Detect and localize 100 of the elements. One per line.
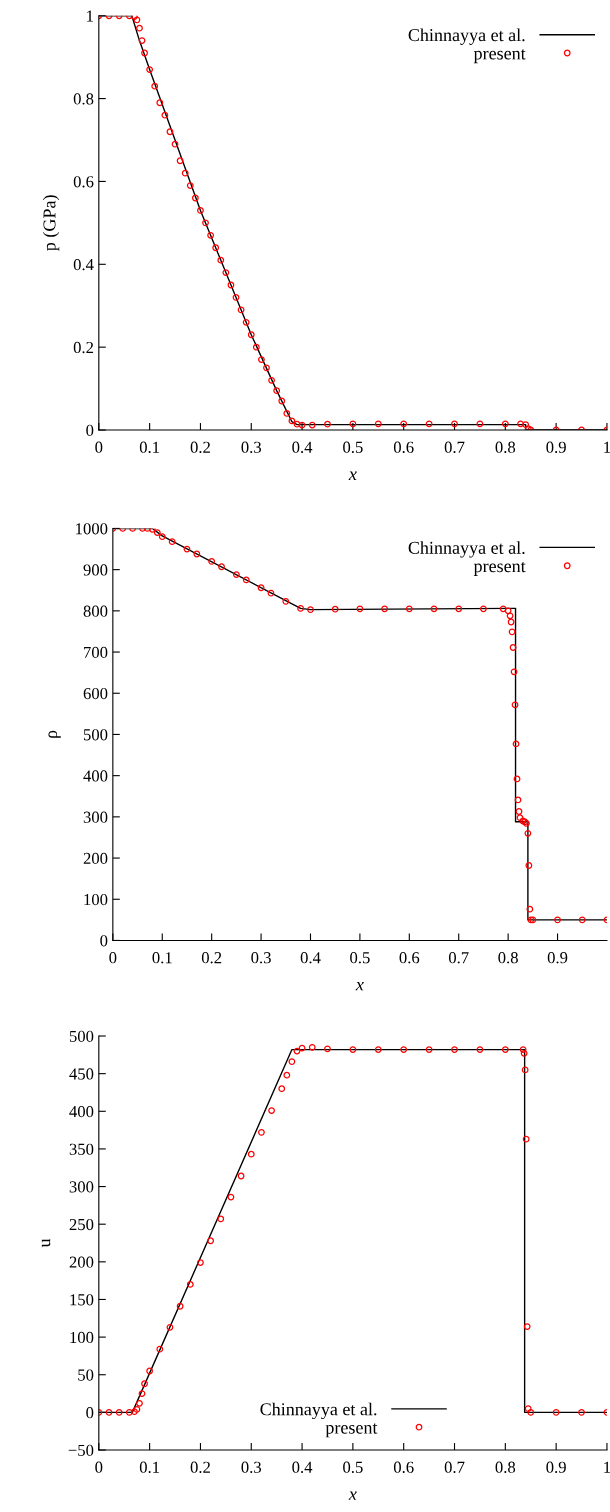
point [283,410,291,417]
point [308,421,316,429]
x-tick-label: 0.2 [190,441,210,453]
y-tick-label: 500 [69,1030,94,1042]
point [307,606,314,614]
point [356,605,364,613]
point [425,1046,433,1053]
point [554,916,561,924]
point [146,1367,154,1375]
point [578,916,586,924]
y-tick-label: 400 [69,1105,94,1118]
y-tick-label: 1 [87,10,93,22]
point [222,269,230,276]
point [480,605,487,613]
x-tick-label: 0.7 [444,441,465,453]
legend-label: Chinnayya et al. [408,28,525,45]
point [207,1237,215,1245]
point [268,1107,275,1114]
point [212,244,220,252]
point [515,808,523,815]
point [166,1323,174,1331]
point [381,605,389,613]
point [136,1399,143,1407]
y-tick-label: 0 [86,424,94,436]
x-tick-label: 0.6 [393,1461,414,1473]
point [136,24,143,32]
point [476,420,484,428]
y-tick-label: 0.4 [73,259,94,271]
point [425,420,433,428]
x-tick-label: 0.8 [495,441,516,453]
point [153,529,161,536]
point [247,331,255,339]
point [523,1323,531,1330]
point [527,1408,535,1416]
point [158,533,166,541]
y-tick-label: 100 [70,1331,94,1344]
legend-label: present [325,1423,378,1438]
y-axis-title: p (GPa) [42,195,60,251]
x-tick-label: 0.7 [448,952,469,964]
y-tick-label: 800 [83,605,108,617]
point [232,571,240,578]
x-tick-label: 0.1 [139,1461,160,1473]
legend-label: Chinnayya et al. [260,1402,377,1420]
point [151,82,159,90]
y-tick-label: 400 [83,770,108,782]
x-tick-label: 0.2 [201,952,222,964]
point [105,1408,113,1416]
point [186,182,194,189]
x-tick-label: 0 [109,952,117,964]
x-tick-label: 0.3 [241,1461,262,1473]
point [207,231,215,239]
point [168,538,176,546]
x-tick-label: 0.6 [399,952,420,964]
x-tick-label: 0.3 [251,952,271,964]
point [324,420,331,428]
point [324,1045,331,1053]
y-tick-label: 450 [69,1068,94,1080]
point [115,1408,123,1416]
point [156,1345,164,1353]
point [451,1046,458,1053]
point [252,343,260,351]
point [331,605,339,613]
x-tick-label: 0.4 [300,952,321,964]
x-tick-label: 0.3 [241,441,262,453]
point [208,558,216,565]
point [125,1408,133,1416]
legend-label: present [473,561,526,576]
x-axis-title: x [348,1491,357,1500]
y-tick-label: 0 [100,935,108,947]
point [578,1408,585,1416]
point [552,1408,560,1416]
x-tick-label: 0.9 [547,952,568,964]
x-tick-label: 0.4 [292,441,313,453]
point [511,701,519,709]
x-tick-label: 0.5 [343,1461,363,1473]
y-tick-label: 1000 [76,523,108,535]
point [297,604,305,612]
point [176,157,184,165]
y-tick-label: 200 [83,852,108,865]
x-axis-title: x [355,982,364,991]
point [138,37,146,44]
y-tick-label: −50 [68,1444,94,1456]
x-tick-label: 0.1 [139,441,160,453]
point [455,605,463,613]
point [525,862,533,869]
y-tick-label: 500 [83,729,108,741]
point [217,256,225,264]
legend-label: Chinnayya et al. [408,541,525,558]
point [258,1128,265,1136]
point [156,99,164,107]
point [430,605,438,613]
point [176,1302,184,1310]
point [146,66,154,73]
x-tick-label: 0.8 [495,1461,516,1473]
point [374,1046,382,1053]
y-tick-label: 0.2 [73,341,94,354]
point [191,194,199,202]
point [217,1215,225,1223]
point [273,387,281,395]
point [242,318,250,326]
